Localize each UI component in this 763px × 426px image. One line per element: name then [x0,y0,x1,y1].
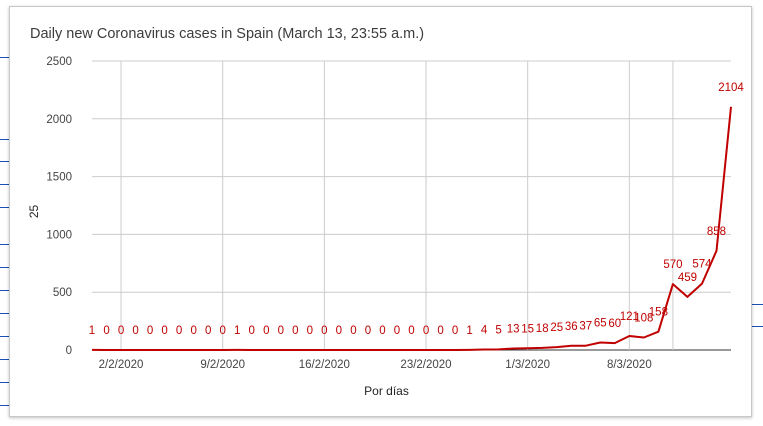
data-label: 0 [379,325,385,337]
data-label: 0 [437,325,443,337]
x-tick-label: 16/2/2020 [299,359,350,371]
data-label: 0 [205,325,211,337]
data-label: 60 [608,318,621,330]
background-link-fragment[interactable] [0,152,9,162]
data-label: 13 [507,323,520,335]
background-link-fragment[interactable] [0,48,9,58]
data-label: 858 [707,226,726,238]
data-label: 2104 [718,82,744,94]
data-label: 0 [307,325,313,337]
data-label: 0 [350,325,356,337]
y-tick-label: 2500 [46,56,72,68]
background-link-fragment[interactable] [0,130,9,140]
background-link-fragment[interactable] [0,198,9,208]
x-tick-label: 1/3/2020 [505,359,550,371]
data-label: 5 [495,324,501,336]
background-link-fragment[interactable] [0,258,9,268]
data-label: 36 [565,321,578,333]
data-label: 1 [89,325,95,337]
data-label: 18 [536,323,549,335]
data-label: 15 [521,323,534,335]
background-link-fragment-right[interactable] [751,292,763,305]
data-label: 0 [394,325,400,337]
data-label: 4 [481,325,488,337]
background-link-fragment[interactable] [0,281,9,291]
y-tick-label: 500 [53,287,72,299]
data-label: 0 [336,325,342,337]
data-label: 158 [649,307,668,319]
data-label: 0 [263,325,269,337]
data-label: 121 [620,311,639,323]
background-link-fragment[interactable] [0,373,9,383]
x-tick-label: 2/2/2020 [99,359,144,371]
background-link-fragment[interactable] [0,396,9,406]
data-label: 574 [692,259,712,271]
data-label: 0 [190,325,196,337]
data-label: 0 [249,325,255,337]
data-label: 570 [663,259,682,271]
data-label: 0 [220,325,226,337]
chart-card: Daily new Coronavirus cases in Spain (Ma… [9,6,752,417]
chart-title: Daily new Coronavirus cases in Spain (Ma… [30,26,425,42]
data-label: 0 [292,325,298,337]
background-link-fragment-right[interactable] [751,314,763,327]
y-tick-label: 1000 [46,229,72,241]
data-label: 25 [550,322,563,334]
data-label: 1 [234,325,240,337]
data-label: 0 [161,325,167,337]
data-label: 0 [452,325,458,337]
data-label: 37 [579,321,592,333]
background-bottom-strip [0,418,763,426]
background-link-fragment[interactable] [0,175,9,185]
data-label: 0 [103,325,109,337]
data-label: 0 [408,325,414,337]
x-axis-title: Por días [364,384,409,398]
data-label: 0 [176,325,182,337]
data-label: 0 [118,325,124,337]
series-line [91,106,732,351]
data-label: 0 [147,325,153,337]
background-link-fragment[interactable] [0,350,9,360]
y-axis-title: 25 [27,205,41,219]
data-label: 65 [594,317,607,329]
data-label: 0 [321,325,327,337]
background-link-fragment[interactable] [0,327,9,337]
x-tick-label: 9/2/2020 [200,359,245,371]
data-label: 108 [634,313,653,325]
x-tick-label: 23/2/2020 [400,359,451,371]
data-label: 1 [466,325,472,337]
data-label: 0 [423,325,429,337]
data-label: 0 [365,325,371,337]
background-link-fragment[interactable] [0,235,9,245]
data-label: 0 [132,325,138,337]
x-tick-label: 8/3/2020 [607,359,652,371]
data-label: 0 [278,325,284,337]
y-tick-label: 1500 [46,172,72,184]
background-page-strip [0,40,10,420]
data-label: 459 [678,272,697,284]
background-link-fragment[interactable] [0,304,9,314]
y-tick-label: 0 [66,345,72,357]
y-tick-label: 2000 [46,114,72,126]
